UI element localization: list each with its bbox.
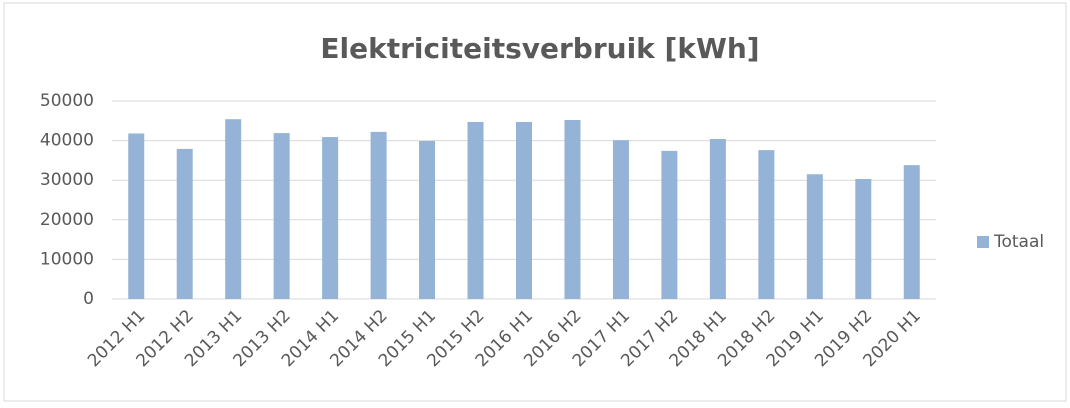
bar — [903, 165, 920, 299]
bar — [273, 133, 290, 299]
bar — [128, 133, 145, 299]
bar — [176, 148, 193, 299]
bar — [322, 137, 339, 299]
bar — [709, 139, 726, 299]
bar — [564, 120, 581, 300]
legend-label: Totaal — [993, 232, 1044, 252]
legend-swatch — [977, 236, 989, 248]
bar — [661, 150, 678, 299]
bar — [806, 174, 823, 299]
y-tick-label: 50000 — [40, 91, 94, 111]
y-tick-label: 0 — [83, 289, 94, 309]
bar — [516, 121, 532, 299]
bar — [758, 150, 775, 299]
y-tick-label: 30000 — [40, 170, 94, 190]
y-tick-label: 10000 — [40, 249, 94, 269]
y-tick-label: 20000 — [40, 210, 94, 230]
bar — [370, 131, 387, 299]
chart-title: Elektriciteitsverbruik [kWh] — [320, 32, 759, 65]
bar — [612, 140, 629, 299]
bar — [419, 140, 436, 299]
bar — [225, 119, 242, 299]
y-tick-label: 40000 — [40, 131, 94, 151]
bar — [855, 179, 872, 299]
bar — [467, 121, 484, 299]
